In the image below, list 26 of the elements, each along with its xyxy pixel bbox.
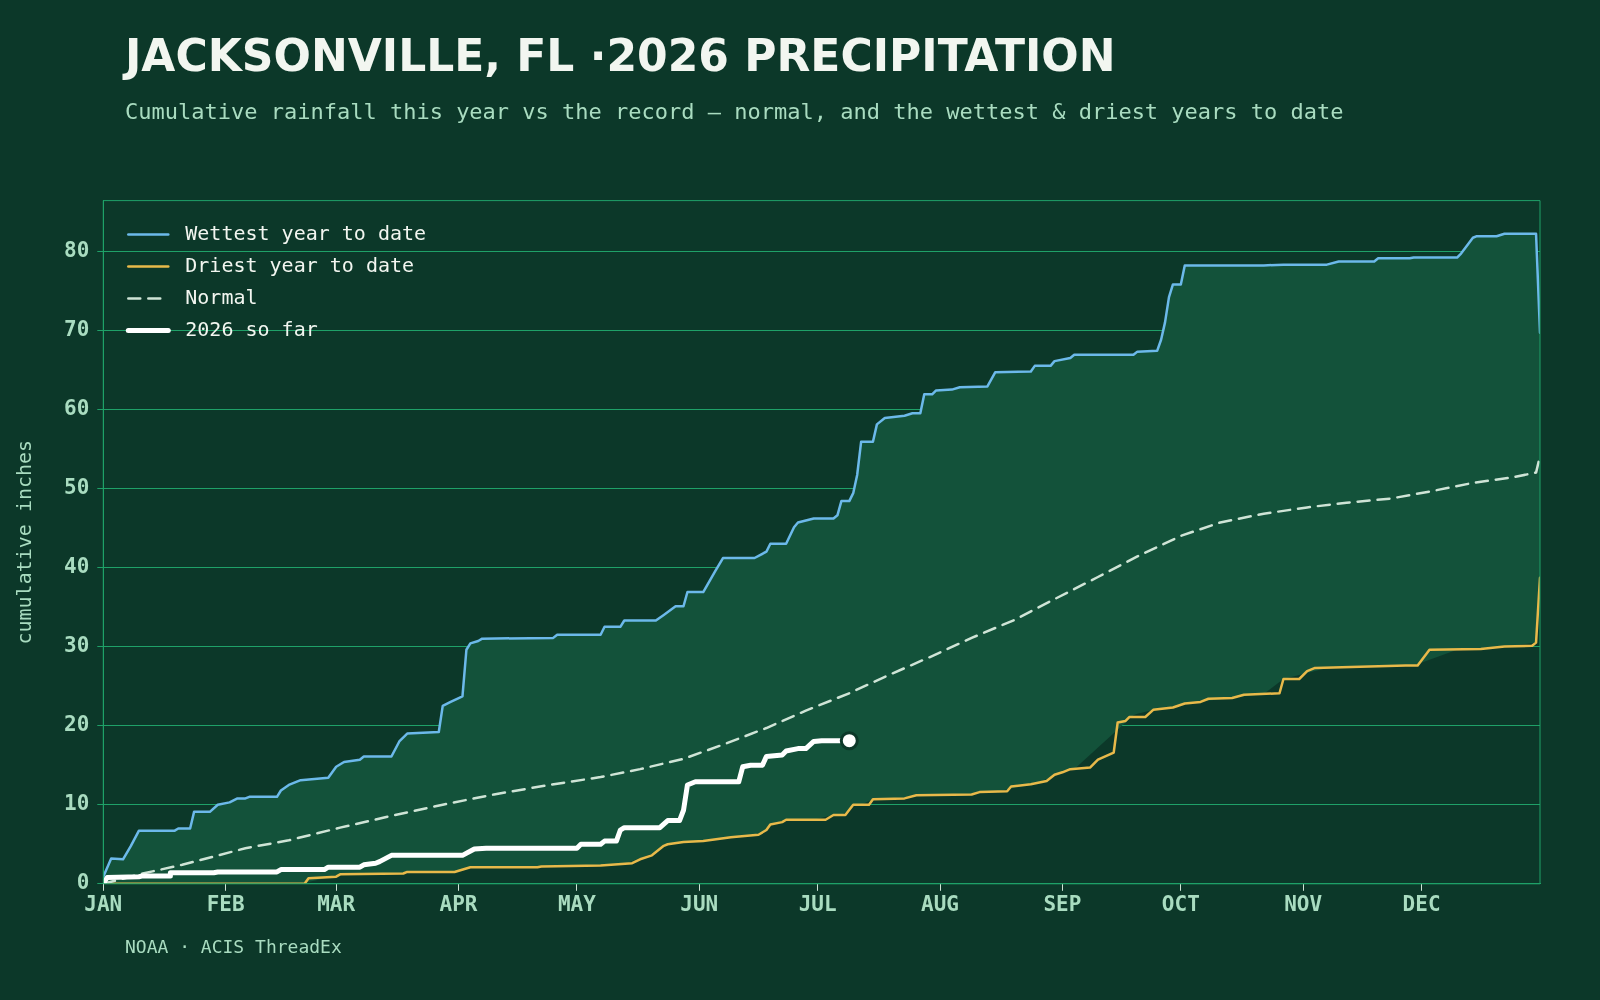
legend-label: Wettest year to date [185, 220, 427, 245]
x-tick-label: OCT [1161, 891, 1200, 916]
y-tick-label: 50 [63, 474, 90, 499]
legend-label: Normal [185, 284, 258, 309]
y-tick-label: 60 [63, 395, 90, 420]
x-tick-label: SEP [1043, 891, 1082, 916]
y-tick-label: 80 [63, 237, 90, 262]
legend-label: Driest year to date [185, 252, 415, 277]
chart-subtitle: Cumulative rainfall this year vs the record — normal, and the wettest & driest years to date [125, 99, 1344, 124]
x-tick-label: APR [439, 891, 478, 916]
y-axis-title: cumulative inches [12, 439, 37, 645]
x-tick-label: NOV [1284, 891, 1323, 916]
text: NOAA · ACIS ThreadEx [125, 936, 342, 957]
x-tick-label: DEC [1402, 891, 1441, 916]
y-tick-label: 40 [63, 553, 90, 578]
x-tick-label: MAR [317, 891, 356, 916]
y-tick-label: 10 [63, 791, 90, 816]
x-tick-label: JUN [680, 891, 719, 916]
x-tick-label: MAY [557, 891, 597, 916]
x-tick-label: AUG [921, 891, 960, 916]
y-tick-label: 20 [63, 712, 90, 737]
y-tick-label: 70 [63, 316, 90, 341]
x-tick-label: JUL [798, 891, 837, 916]
y-tick-label: 30 [63, 633, 90, 658]
x-tick-label: FEB [206, 891, 245, 916]
legend-label: 2026 so far [185, 316, 318, 341]
